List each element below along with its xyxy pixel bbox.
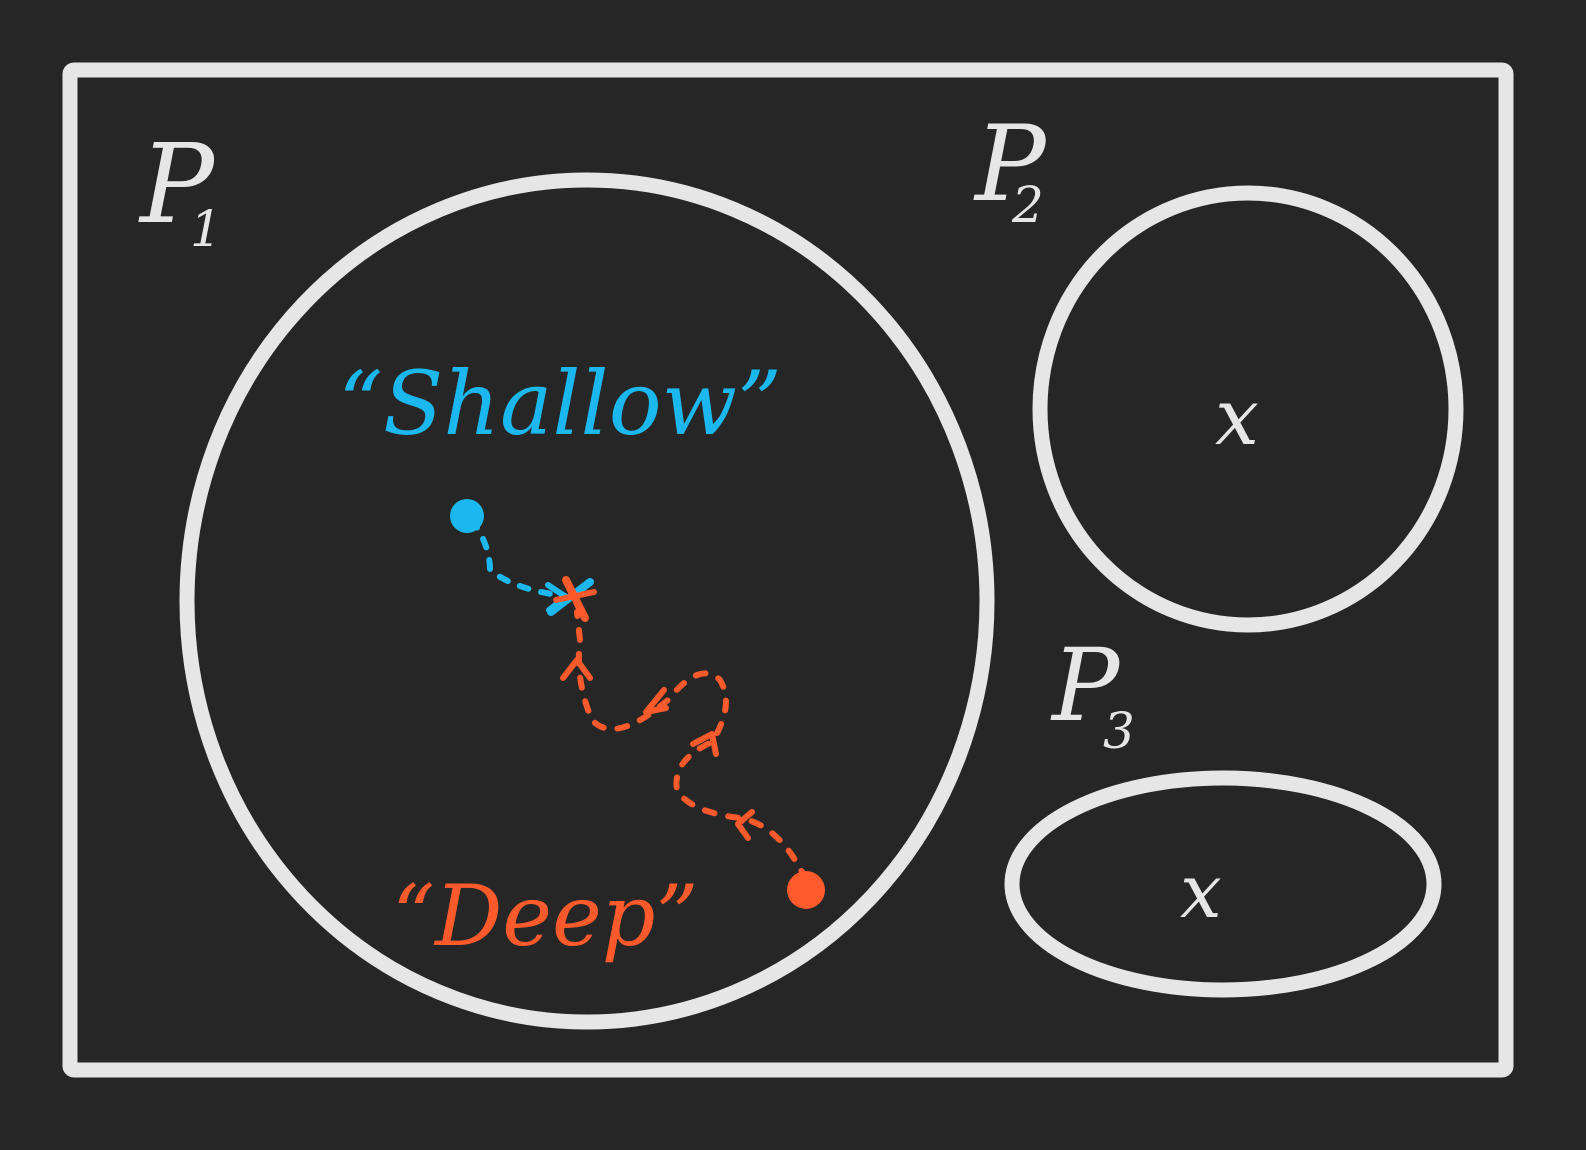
shared-minimum-cross-icon: [547, 576, 597, 622]
deep-path-arrowhead-3: [643, 687, 669, 715]
shallow-start-point: [450, 499, 484, 533]
region-p2-circle: [1032, 185, 1464, 633]
label-p2-subscript: 2: [1011, 176, 1044, 234]
deep-start-point: [787, 871, 825, 909]
region-p3-ellipse: [1004, 770, 1442, 998]
shallow-path: [469, 517, 568, 599]
label-p1-subscript: 1: [190, 200, 222, 258]
region-p1-circle: [179, 172, 995, 1030]
label-p3: P 3: [1050, 627, 1135, 760]
deep-path: [574, 609, 809, 883]
label-p1-letter: P: [138, 120, 216, 248]
label-p1: P 1: [138, 120, 222, 258]
label-p3-letter: P: [1050, 627, 1121, 744]
deep-path-arrowhead-2: [690, 731, 719, 757]
label-p3-subscript: 3: [1103, 702, 1135, 760]
optimum-marker-p2: x: [1215, 373, 1259, 463]
shallow-label: “Shallow”: [338, 352, 782, 455]
deep-path-arrowhead-4: [560, 657, 593, 681]
label-p2: P 2: [973, 103, 1048, 234]
label-p2-letter: P: [973, 103, 1048, 225]
optimum-marker-p3: x: [1180, 849, 1222, 935]
deep-label: “Deep”: [392, 867, 698, 965]
deep-path-arrowhead-1: [735, 809, 755, 841]
outer-frame: [62, 62, 1514, 1078]
